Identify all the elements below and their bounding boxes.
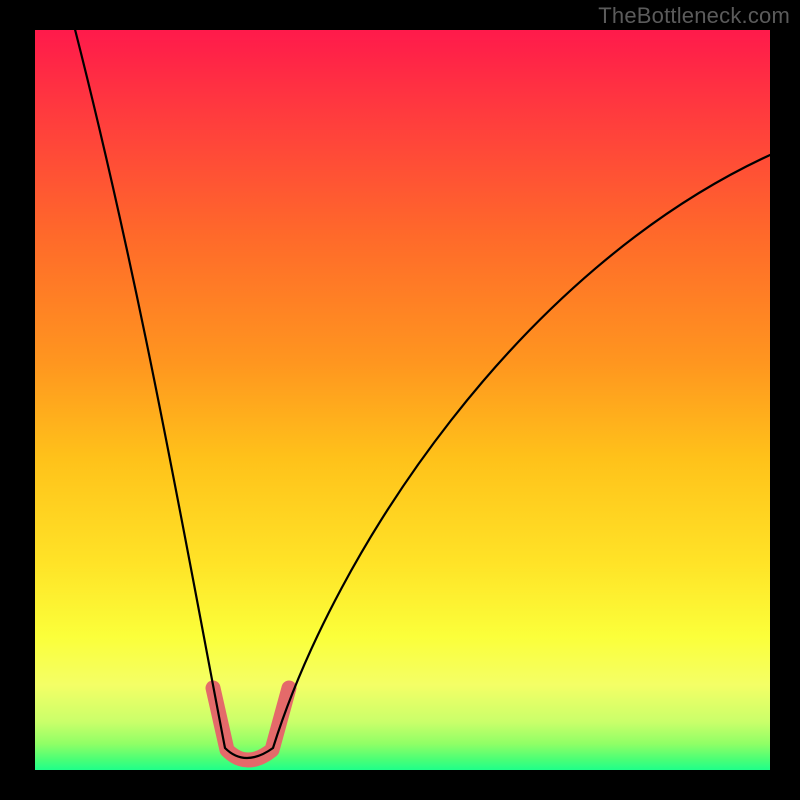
watermark-text: TheBottleneck.com: [598, 3, 790, 29]
chart-svg: [0, 0, 800, 800]
chart-container: TheBottleneck.com: [0, 0, 800, 800]
plot-gradient: [35, 30, 770, 770]
